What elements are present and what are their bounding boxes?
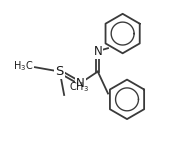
Text: CH$_3$: CH$_3$ [69,80,88,94]
Text: N: N [93,45,102,58]
Text: H$_3$C: H$_3$C [13,59,33,73]
Text: N: N [76,77,85,90]
Text: S: S [56,65,64,78]
